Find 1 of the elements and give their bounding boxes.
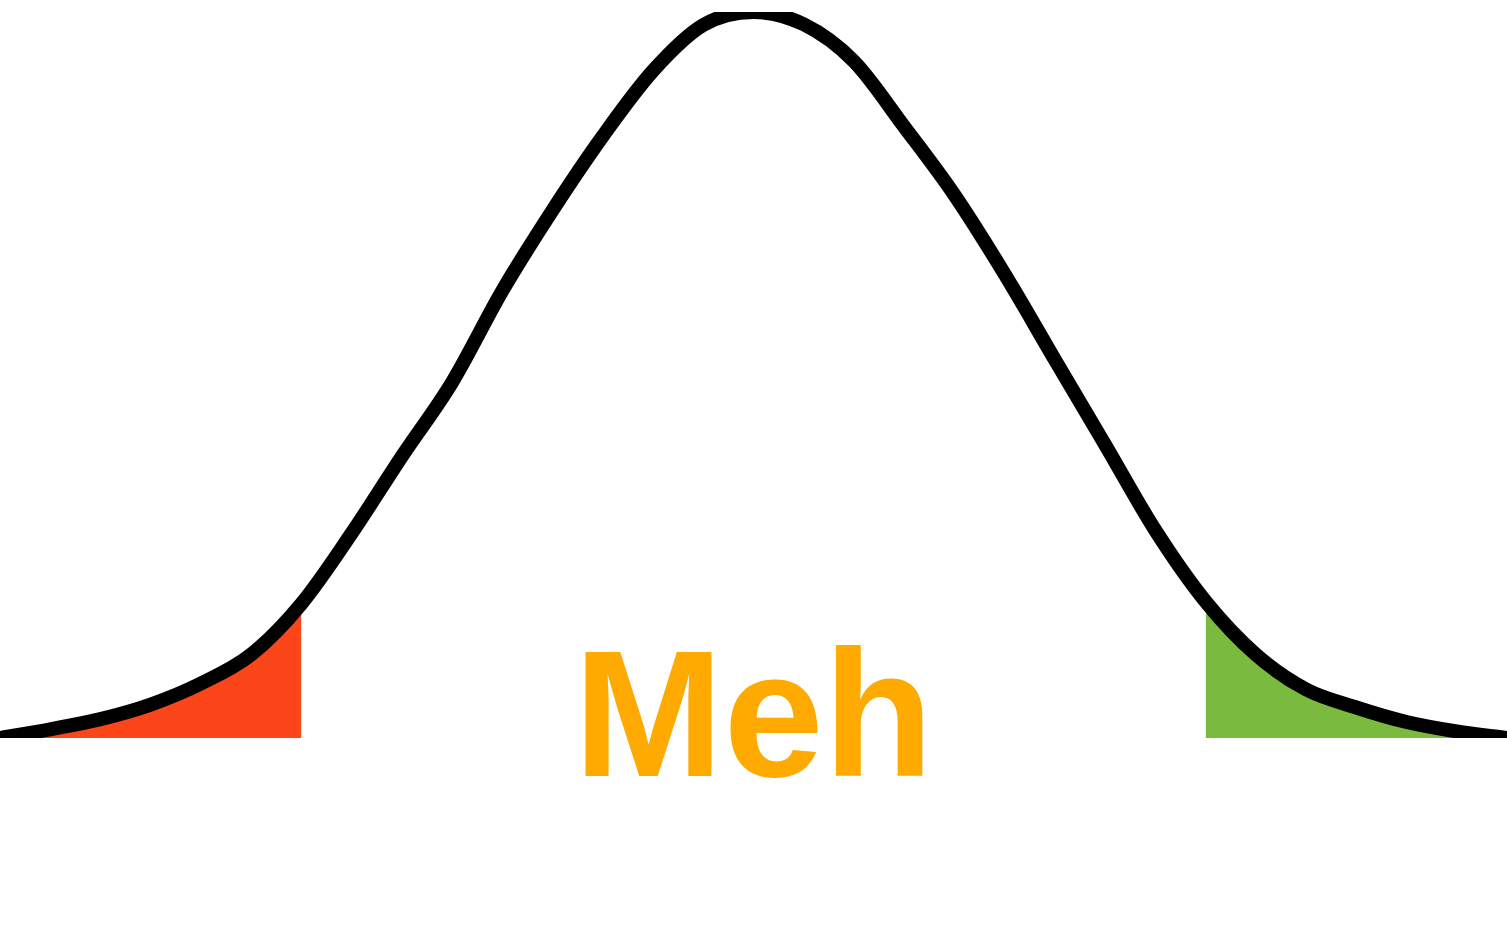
annotation: Meh xyxy=(573,613,934,814)
